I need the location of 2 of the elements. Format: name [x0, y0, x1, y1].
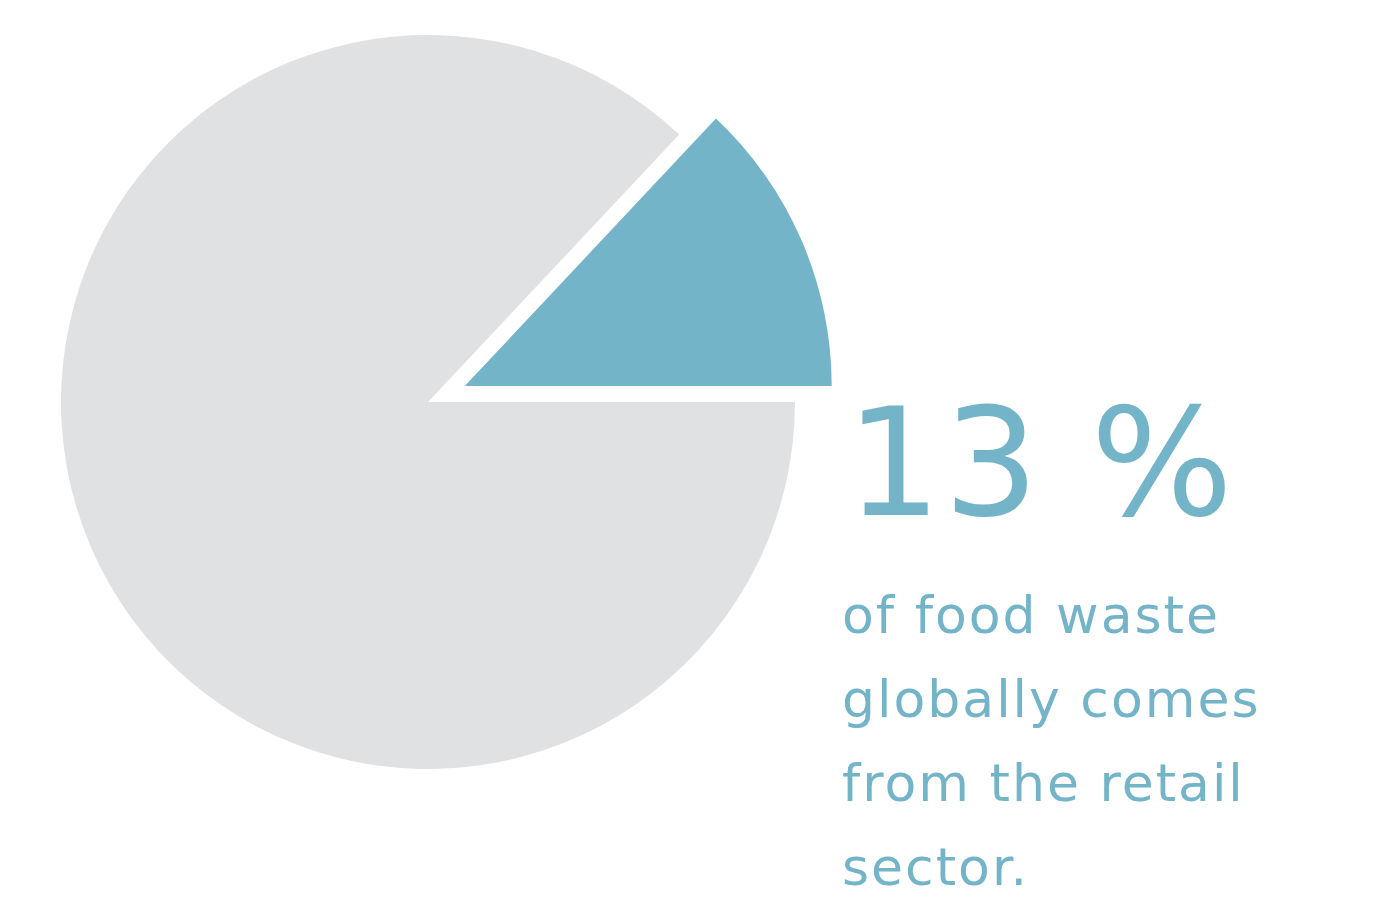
text: of food waste globally comes from the retail sector.: [842, 584, 1262, 899]
data-label: 13 %: [846, 376, 1236, 550]
